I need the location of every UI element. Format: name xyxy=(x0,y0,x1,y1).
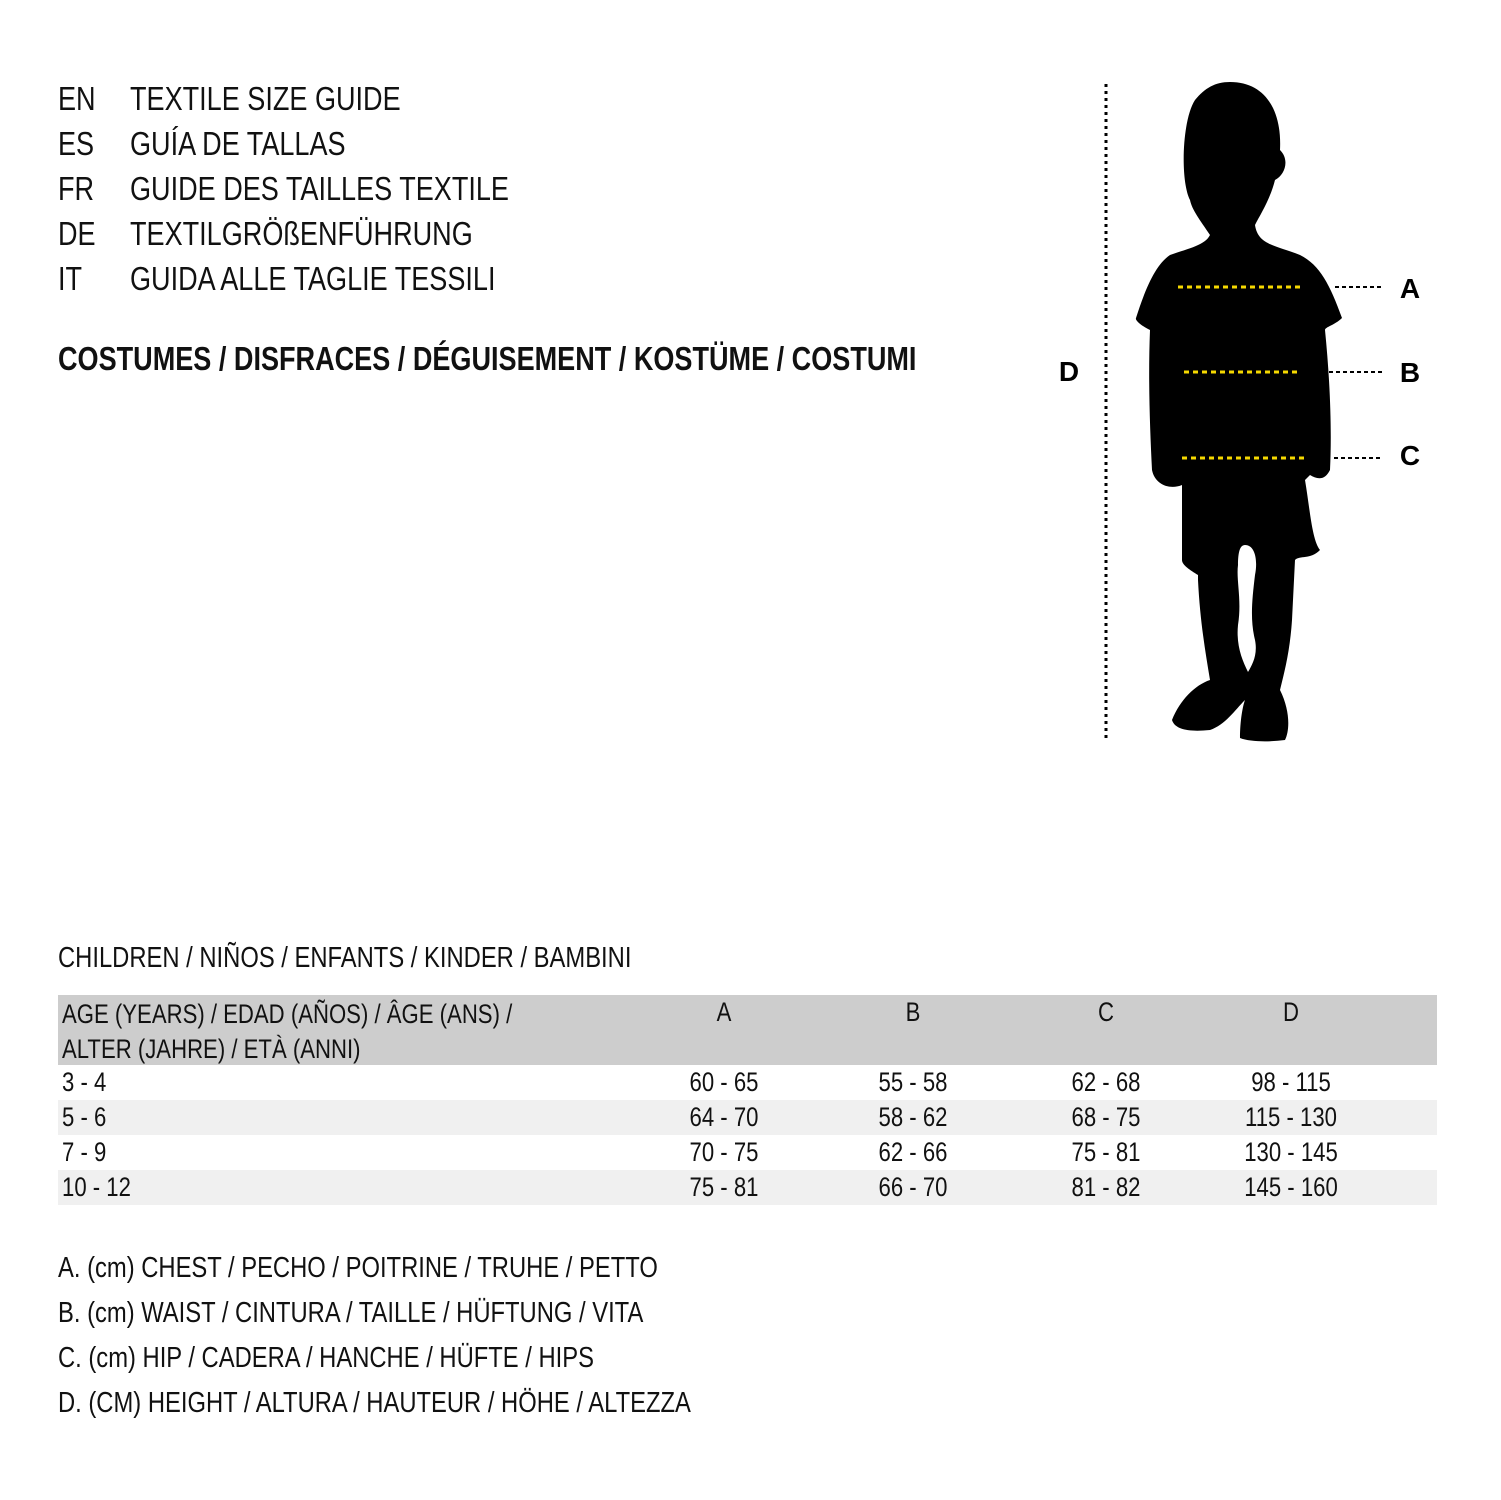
value-cell: 58 - 62 xyxy=(878,1102,948,1132)
child-silhouette xyxy=(1135,82,1342,742)
label-d: D xyxy=(1059,356,1079,387)
value-cell: 70 - 75 xyxy=(689,1137,759,1167)
category-title: COSTUMES / DISFRACES / DÉGUISEMENT / KOS… xyxy=(58,340,917,377)
col-header-b: B xyxy=(905,997,921,1027)
age-cell: 10 - 12 xyxy=(62,1172,131,1202)
legend-height: D. (CM) HEIGHT / ALTURA / HAUTEUR / HÖHE… xyxy=(58,1387,691,1419)
value-cell: 75 - 81 xyxy=(1071,1137,1141,1167)
age-header-line1: AGE (YEARS) / EDAD (AÑOS) / ÂGE (ANS) / xyxy=(62,999,513,1029)
value-cell: 60 - 65 xyxy=(689,1067,759,1097)
label-b: B xyxy=(1400,357,1420,388)
value-cell: 62 - 68 xyxy=(1071,1067,1141,1097)
table-row: 7 - 9 70 - 75 62 - 66 75 - 81 130 - 145 xyxy=(58,1135,1437,1170)
table-row: 5 - 6 64 - 70 58 - 62 68 - 75 115 - 130 xyxy=(58,1100,1437,1135)
lang-label: TEXTILE SIZE GUIDE xyxy=(130,80,401,117)
age-header-line2: ALTER (JAHRE) / ETÀ (ANNI) xyxy=(62,1034,361,1064)
col-header-c: C xyxy=(1098,997,1114,1027)
label-a: A xyxy=(1400,273,1420,304)
age-cell: 7 - 9 xyxy=(62,1137,107,1167)
value-cell: 130 - 145 xyxy=(1244,1137,1338,1167)
value-cell: 145 - 160 xyxy=(1244,1172,1338,1202)
lang-code: FR xyxy=(58,170,95,207)
value-cell: 62 - 66 xyxy=(878,1137,948,1167)
lang-label: GUÍA DE TALLAS xyxy=(130,125,346,162)
lang-code: ES xyxy=(58,125,95,162)
legend-chest: A. (cm) CHEST / PECHO / POITRINE / TRUHE… xyxy=(58,1252,658,1284)
age-header: AGE (YEARS) / EDAD (AÑOS) / ÂGE (ANS) / … xyxy=(62,997,512,1067)
value-cell: 66 - 70 xyxy=(878,1172,948,1202)
table-title: CHILDREN / NIÑOS / ENFANTS / KINDER / BA… xyxy=(58,942,632,974)
table-row: 3 - 4 60 - 65 55 - 58 62 - 68 98 - 115 xyxy=(58,1065,1437,1100)
label-c: C xyxy=(1400,440,1420,471)
age-cell: 3 - 4 xyxy=(62,1067,107,1097)
legend-hip: C. (cm) HIP / CADERA / HANCHE / HÜFTE / … xyxy=(58,1342,594,1374)
lang-code: IT xyxy=(58,260,83,297)
col-header-a: A xyxy=(716,997,732,1027)
table-header: AGE (YEARS) / EDAD (AÑOS) / ÂGE (ANS) / … xyxy=(58,995,1437,1065)
value-cell: 64 - 70 xyxy=(689,1102,759,1132)
age-cell: 5 - 6 xyxy=(62,1102,107,1132)
col-header-d: D xyxy=(1283,997,1299,1027)
value-cell: 55 - 58 xyxy=(878,1067,948,1097)
lang-code: DE xyxy=(58,215,96,252)
leg-gap xyxy=(1237,545,1257,672)
table-row: 10 - 12 75 - 81 66 - 70 81 - 82 145 - 16… xyxy=(58,1170,1437,1205)
value-cell: 68 - 75 xyxy=(1071,1102,1141,1132)
value-cell: 98 - 115 xyxy=(1251,1067,1331,1097)
lang-label: GUIDE DES TAILLES TEXTILE xyxy=(130,170,509,207)
value-cell: 81 - 82 xyxy=(1071,1172,1141,1202)
lang-label: GUIDA ALLE TAGLIE TESSILI xyxy=(130,260,496,297)
child-silhouette-figure: A B C D xyxy=(1059,82,1420,742)
legend-waist: B. (cm) WAIST / CINTURA / TAILLE / HÜFTU… xyxy=(58,1297,644,1329)
lang-label: TEXTILGRÖßENFÜHRUNG xyxy=(130,215,473,252)
lang-code: EN xyxy=(58,80,96,117)
size-table: AGE (YEARS) / EDAD (AÑOS) / ÂGE (ANS) / … xyxy=(58,995,1437,1205)
value-cell: 115 - 130 xyxy=(1245,1102,1337,1132)
value-cell: 75 - 81 xyxy=(689,1172,759,1202)
